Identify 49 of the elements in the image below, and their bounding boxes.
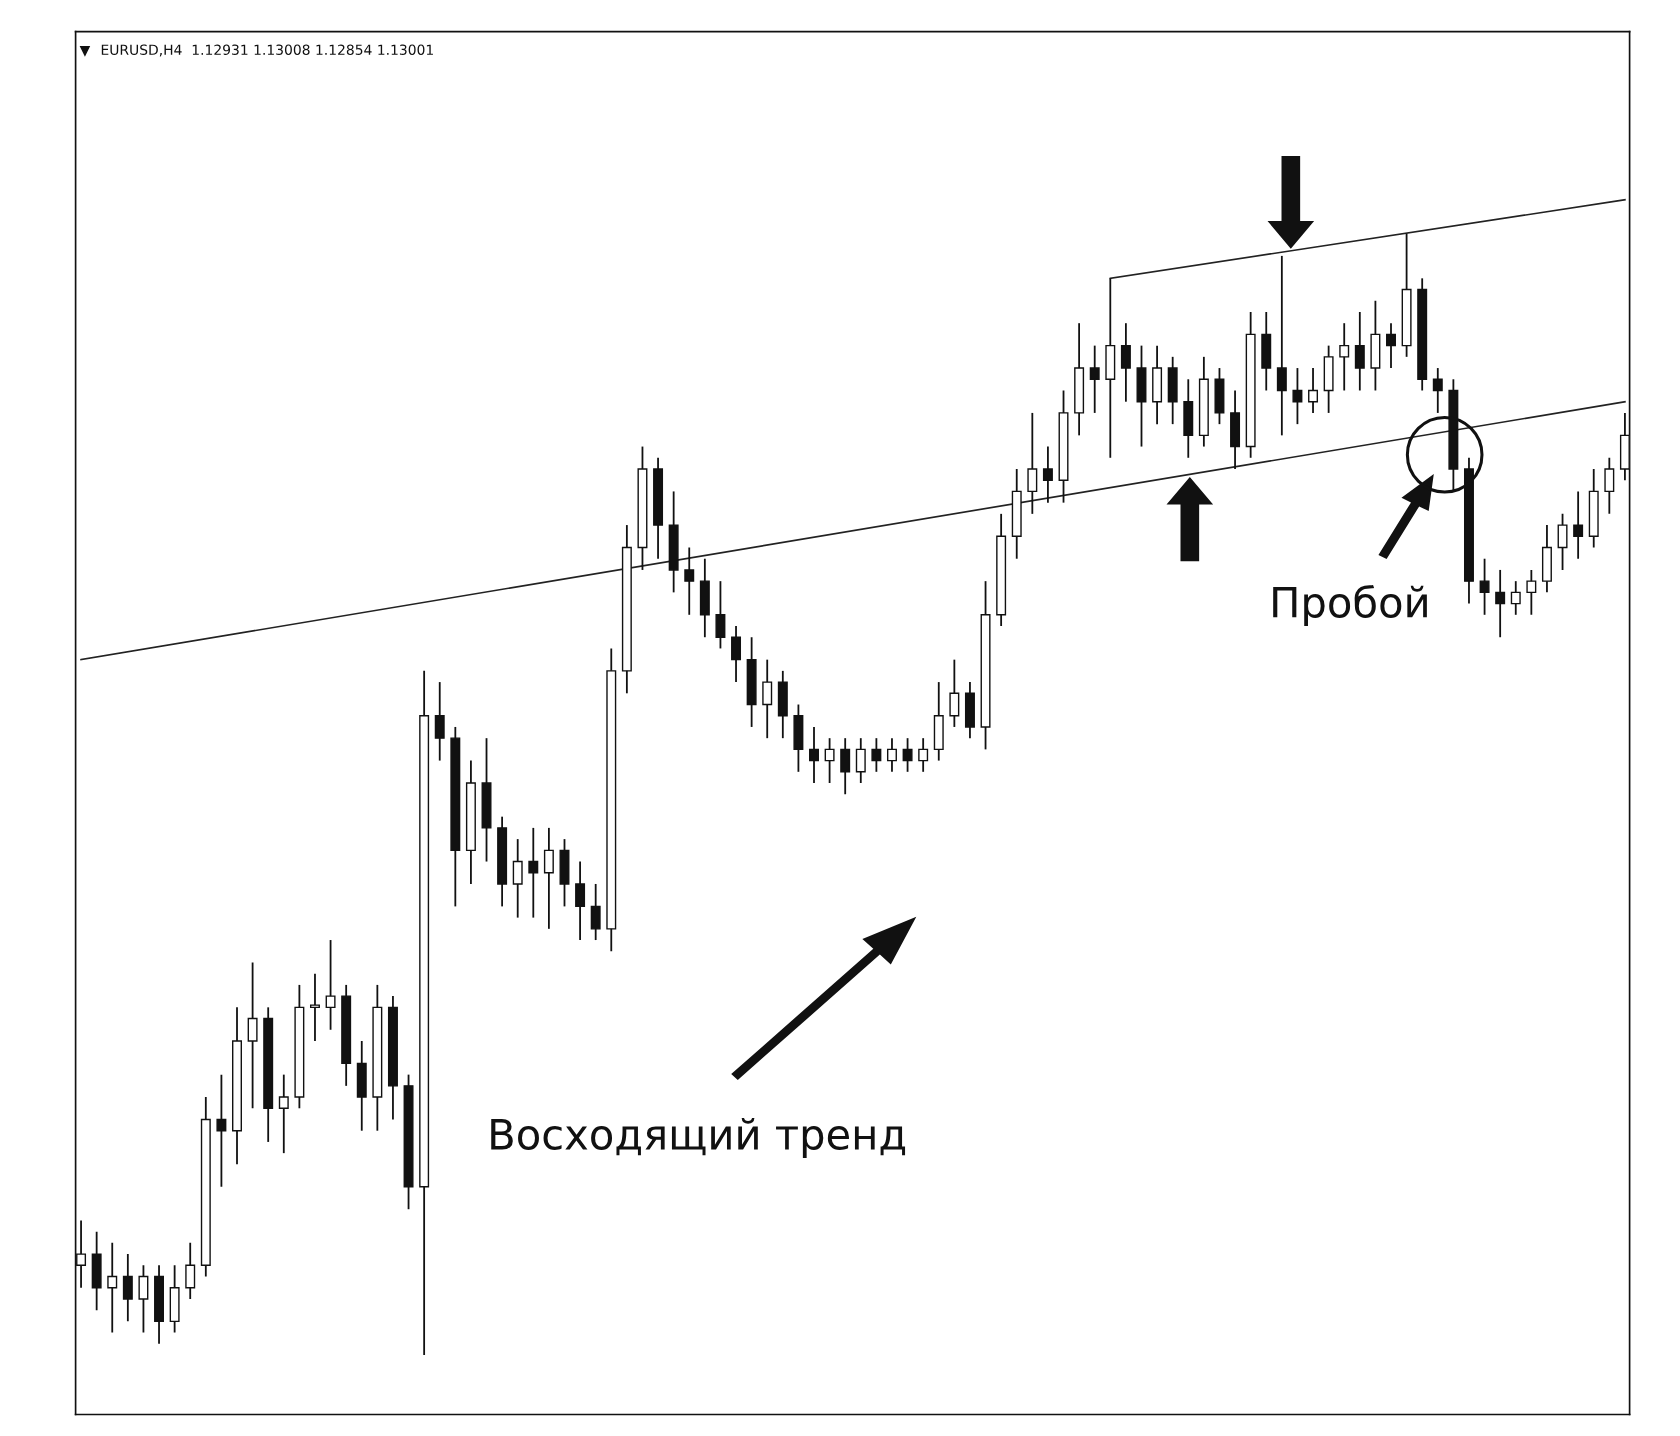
annotation: Восходящий тренд (491, 1117, 906, 1159)
candlestick (216, 1073, 227, 1188)
candlestick (918, 737, 929, 773)
candlestick (543, 826, 554, 930)
candlestick (684, 546, 695, 616)
candlestick (1089, 344, 1100, 414)
candlestick (575, 860, 586, 941)
candlestick (871, 737, 882, 773)
candlestick (122, 1253, 133, 1323)
candlestick (1120, 322, 1131, 403)
candlestick (1479, 557, 1490, 616)
candlestick (107, 1241, 118, 1334)
candlestick (949, 658, 960, 728)
candlestick (247, 961, 258, 1110)
candlestick (715, 580, 726, 650)
candlestick (1526, 569, 1537, 616)
candlestick (840, 737, 851, 796)
candlestick (1557, 512, 1568, 571)
candlestick (1027, 412, 1038, 515)
candlestick (434, 681, 445, 762)
candlestick (590, 883, 601, 941)
candlestick (1432, 367, 1443, 414)
candlestick (1510, 580, 1521, 616)
candlestick (185, 1241, 196, 1300)
candlestick (824, 737, 835, 784)
candlestick (325, 939, 336, 1031)
candlestick (1354, 311, 1365, 392)
candlestick (1308, 367, 1319, 414)
candlestick (278, 1073, 289, 1155)
candlestick (1386, 322, 1396, 369)
candlestick (528, 826, 539, 919)
candlestick (1042, 445, 1053, 504)
candlestick (902, 737, 913, 773)
candlestick (731, 625, 742, 683)
candlestick (1339, 322, 1350, 392)
candlestick (1292, 367, 1303, 426)
candlestick (1276, 254, 1287, 437)
candlestick (1604, 456, 1615, 515)
candlestick (1573, 490, 1584, 560)
chart-title: EURUSD,H4 1.12931 1.13008 1.12854 1.13001 (101, 44, 433, 57)
annotation: Пробой (1273, 584, 1427, 626)
candlestick (138, 1264, 149, 1334)
candlestick (1495, 569, 1506, 639)
candlestick (512, 838, 523, 919)
candlestick (762, 658, 773, 740)
candlestick (809, 726, 819, 784)
candlestick (886, 737, 897, 773)
candlestick (855, 737, 866, 784)
candlestick (309, 972, 320, 1042)
